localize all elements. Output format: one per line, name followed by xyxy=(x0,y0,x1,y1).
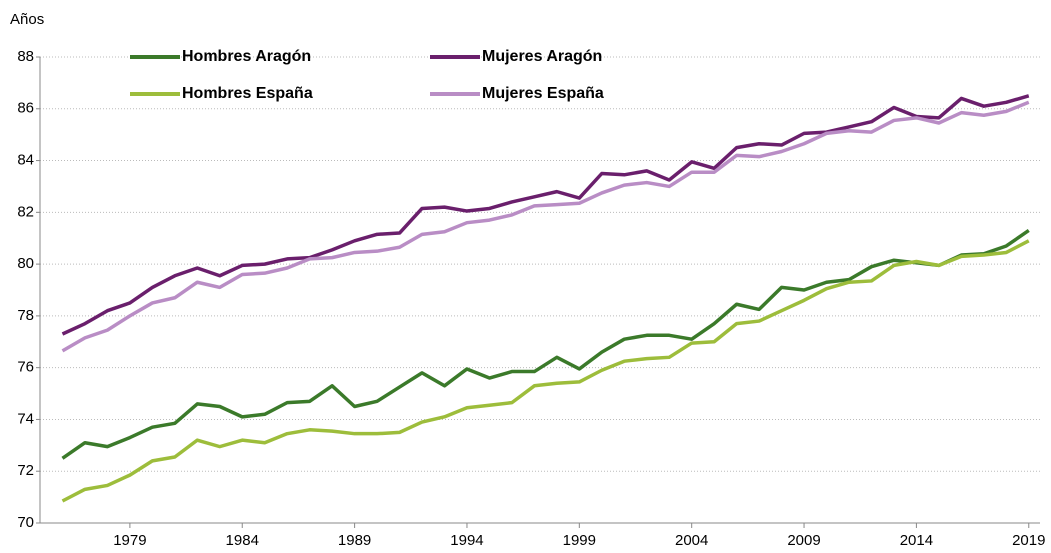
y-tick-label: 86 xyxy=(17,100,34,117)
legend-label: Mujeres España xyxy=(482,85,604,102)
y-tick-label: 84 xyxy=(17,152,34,169)
legend-label: Hombres Aragón xyxy=(182,48,311,65)
x-tick-label: 2014 xyxy=(900,532,933,549)
x-tick-label: 2009 xyxy=(787,532,820,549)
x-tick-label: 2004 xyxy=(675,532,708,549)
x-tick-label: 2019 xyxy=(1012,532,1045,549)
series-line xyxy=(61,94,1030,336)
x-tick-label: 1999 xyxy=(563,532,596,549)
y-tick-label: 72 xyxy=(17,462,34,479)
x-tick-label: 1994 xyxy=(450,532,483,549)
y-axis-label: Años xyxy=(10,11,44,28)
series-line xyxy=(61,239,1030,503)
series-line xyxy=(61,100,1030,353)
y-tick-label: 78 xyxy=(17,307,34,324)
y-tick-label: 88 xyxy=(17,48,34,65)
x-tick-label: 1989 xyxy=(338,532,371,549)
y-tick-label: 74 xyxy=(17,410,34,427)
x-tick-label: 1984 xyxy=(226,532,259,549)
x-tick-label: 1979 xyxy=(113,532,146,549)
y-tick-label: 70 xyxy=(17,514,34,531)
y-tick-label: 80 xyxy=(17,255,34,272)
y-tick-label: 76 xyxy=(17,359,34,376)
series-line xyxy=(61,229,1030,460)
legend-label: Mujeres Aragón xyxy=(482,48,602,65)
y-tick-label: 82 xyxy=(17,203,34,220)
legend-label: Hombres España xyxy=(182,85,313,102)
